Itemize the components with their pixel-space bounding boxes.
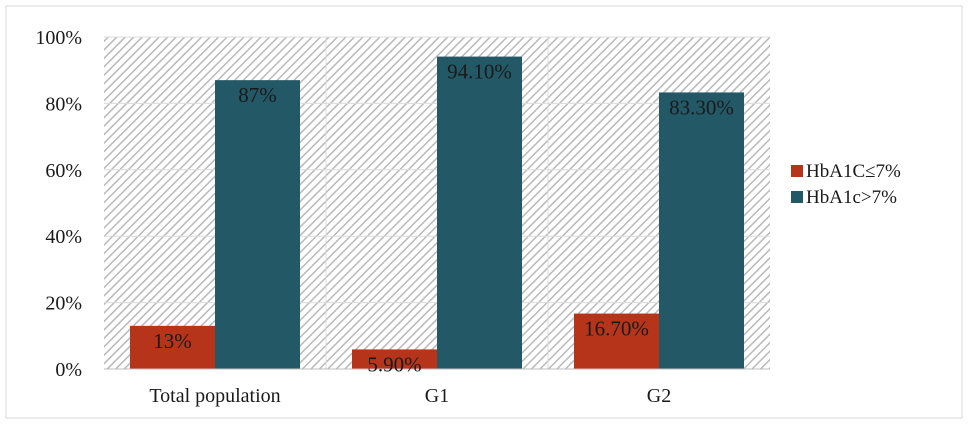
data-label: 94.10% <box>447 60 512 84</box>
y-tick-label: 100% <box>35 27 82 49</box>
legend: HbA1C≤7% HbA1c>7% <box>791 161 901 208</box>
data-label: 87% <box>238 83 277 107</box>
bar-total-population-series-1 <box>130 325 215 369</box>
legend-label: HbA1C≤7% <box>806 161 901 182</box>
x-tick-label: Total population <box>149 385 280 407</box>
y-tick-label: 60% <box>45 160 82 182</box>
y-tick-label: 80% <box>45 93 82 115</box>
data-labels: 13% 87% 5.90% 94.10% 16.70% 83.30% <box>153 60 734 377</box>
legend-swatch <box>791 165 803 177</box>
x-axis-ticks: Total population G1 G2 <box>149 385 671 407</box>
bar-total-population-series-2 <box>215 80 300 369</box>
y-axis-ticks: 0% 20% 40% 60% 80% 100% <box>35 27 82 381</box>
y-tick-label: 20% <box>45 293 82 315</box>
bars <box>130 56 744 369</box>
bar-g2-series-1 <box>574 313 659 369</box>
y-tick-label: 0% <box>55 359 82 381</box>
legend-label: HbA1c>7% <box>806 187 897 208</box>
legend-swatch <box>791 191 803 203</box>
x-tick-label: G2 <box>647 385 671 407</box>
bar-g2-series-2 <box>659 92 744 369</box>
data-label: 16.70% <box>584 317 649 341</box>
bar-g1-series-2 <box>437 56 522 369</box>
x-tick-label: G1 <box>425 385 449 407</box>
data-label: 83.30% <box>669 95 734 119</box>
data-label: 13% <box>153 329 192 353</box>
data-label: 5.90% <box>367 352 421 376</box>
bar-g1-series-1 <box>352 349 437 369</box>
y-tick-label: 40% <box>45 226 82 248</box>
